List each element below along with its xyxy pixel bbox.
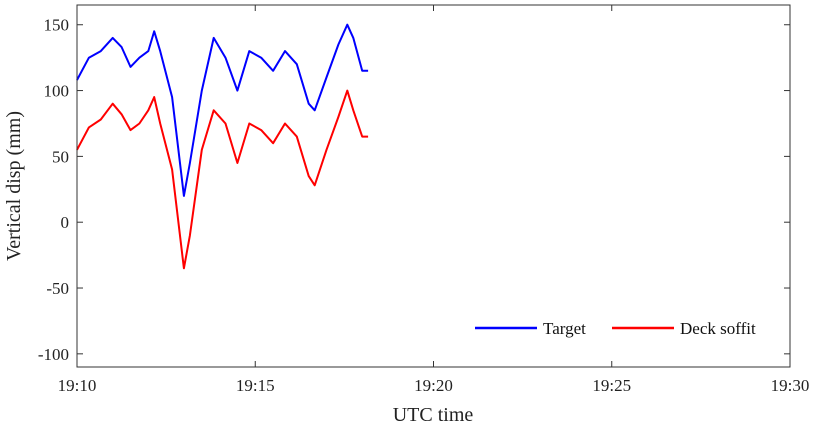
plot-frame xyxy=(76,4,791,368)
x-tick-label: 19:15 xyxy=(236,376,275,395)
x-axis-title: UTC time xyxy=(393,404,474,426)
y-tick-label: 50 xyxy=(52,147,69,166)
y-tick-label: -100 xyxy=(38,345,69,364)
y-tick-label: -50 xyxy=(46,279,69,298)
x-tick-label: 19:10 xyxy=(58,376,97,395)
y-tick-label: 0 xyxy=(61,213,70,232)
y-tick-label: 150 xyxy=(44,16,70,35)
x-tick-label: 19:25 xyxy=(592,376,631,395)
legend: Target Deck soffit xyxy=(475,319,756,338)
series-line-target xyxy=(76,23,369,197)
y-axis-title: Vertical disp (mm) xyxy=(3,111,25,261)
axis-ticks: 19:10 19:15 19:20 19:25 19:30 150 100 50 0 -50 -10… xyxy=(38,5,810,395)
legend-label-target: Target xyxy=(543,319,586,338)
x-tick-label: 19:20 xyxy=(414,376,453,395)
legend-label-deck-soffit: Deck soffit xyxy=(680,319,756,338)
series-line-deck-soffit xyxy=(76,89,369,270)
y-tick-label: 100 xyxy=(44,82,70,101)
chart-marks xyxy=(76,23,369,270)
x-tick-label: 19:30 xyxy=(771,376,810,395)
